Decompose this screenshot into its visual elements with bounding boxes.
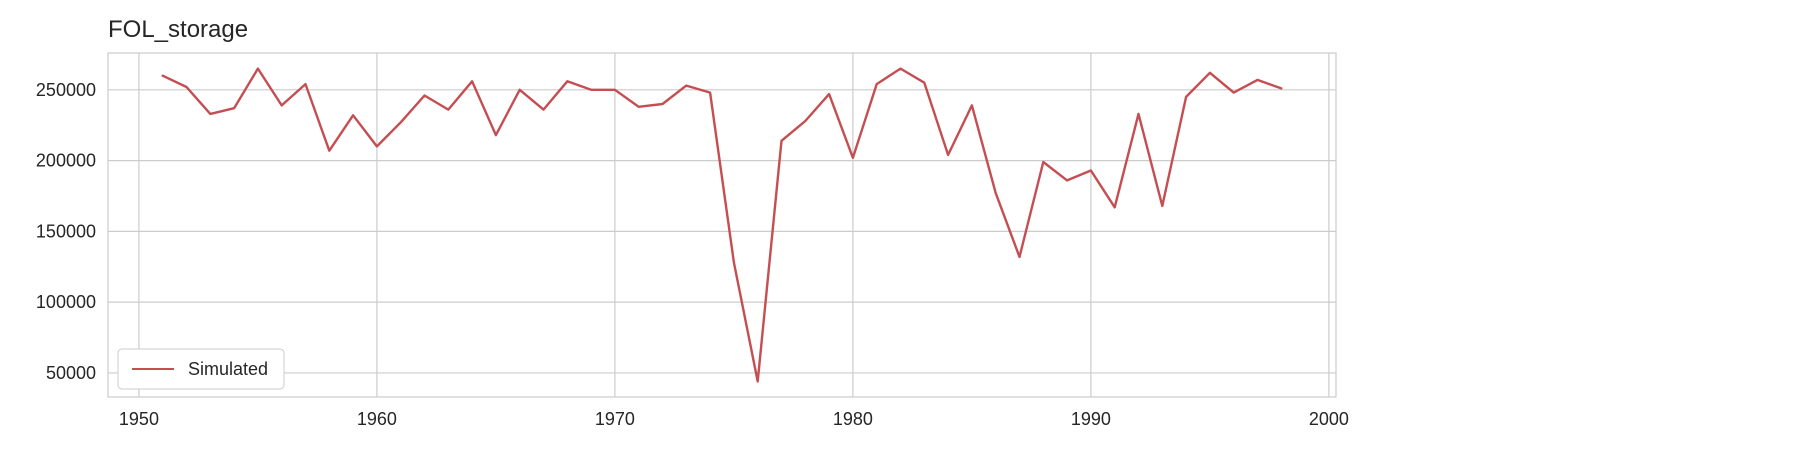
x-tick-label: 1960 xyxy=(357,409,397,429)
y-tick-label: 50000 xyxy=(46,363,96,383)
series-line xyxy=(161,67,1283,383)
plot-frame xyxy=(107,52,1337,398)
x-tick-label: 1980 xyxy=(833,409,873,429)
chart-title: FOL_storage xyxy=(108,16,249,43)
grid xyxy=(108,53,1336,397)
y-tick-label: 150000 xyxy=(36,221,96,241)
y-tick-label: 250000 xyxy=(36,80,96,100)
x-tick-label: 2000 xyxy=(1309,409,1349,429)
x-tick-label: 1970 xyxy=(595,409,635,429)
legend-label: Simulated xyxy=(188,359,268,379)
x-tick-label: 1950 xyxy=(119,409,159,429)
y-tick-label: 200000 xyxy=(36,151,96,171)
y-axis: 50000 100000 150000 200000 250000 xyxy=(36,80,96,383)
legend-box xyxy=(117,348,285,390)
x-axis: 1950 1960 1970 1980 1990 2000 xyxy=(119,409,1349,429)
x-tick-label: 1990 xyxy=(1071,409,1111,429)
legend: Simulated xyxy=(117,348,285,390)
y-tick-label: 100000 xyxy=(36,292,96,312)
series-layer xyxy=(161,67,1283,383)
